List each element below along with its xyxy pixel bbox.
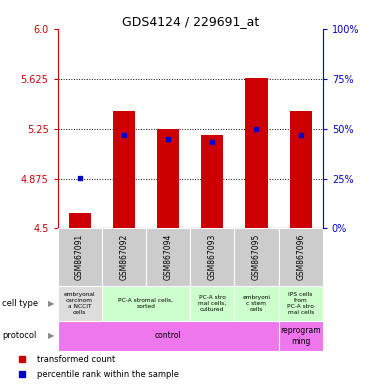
Text: GSM867093: GSM867093 (208, 234, 217, 280)
Title: GDS4124 / 229691_at: GDS4124 / 229691_at (122, 15, 259, 28)
Bar (279, 228, 323, 286)
Bar (58, 321, 279, 351)
Text: cell type: cell type (2, 299, 38, 308)
Text: control: control (155, 331, 181, 341)
Bar (190, 228, 234, 286)
Bar (69, 212, 91, 228)
Bar (102, 228, 146, 286)
Text: ▶: ▶ (47, 331, 54, 341)
Bar (201, 135, 223, 228)
Text: GSM867092: GSM867092 (119, 234, 128, 280)
Bar (234, 286, 279, 321)
Bar (279, 286, 323, 321)
Bar (234, 228, 279, 286)
Bar (113, 111, 135, 228)
Text: IPS cells
from
PC-A stro
mal cells: IPS cells from PC-A stro mal cells (287, 292, 314, 314)
Text: PC-A stromal cells,
sorted: PC-A stromal cells, sorted (118, 298, 173, 309)
Text: embryonal
carcinom
a NCCIT
cells: embryonal carcinom a NCCIT cells (64, 292, 95, 314)
Bar (146, 228, 190, 286)
Bar (58, 228, 102, 286)
Bar (58, 286, 102, 321)
Text: embryoni
c stem
cells: embryoni c stem cells (243, 295, 270, 312)
Bar (102, 286, 190, 321)
Bar (157, 129, 179, 228)
Text: GSM867094: GSM867094 (164, 234, 173, 280)
Bar (245, 78, 267, 228)
Text: percentile rank within the sample: percentile rank within the sample (37, 370, 179, 379)
Text: ▶: ▶ (47, 299, 54, 308)
Text: PC-A stro
mal cells,
cultured: PC-A stro mal cells, cultured (198, 295, 226, 312)
Text: GSM867096: GSM867096 (296, 234, 305, 280)
Bar (290, 111, 312, 228)
Text: GSM867095: GSM867095 (252, 234, 261, 280)
Text: reprogram
ming: reprogram ming (280, 326, 321, 346)
Text: protocol: protocol (2, 331, 36, 341)
Bar (279, 321, 323, 351)
Text: transformed count: transformed count (37, 354, 115, 364)
Text: GSM867091: GSM867091 (75, 234, 84, 280)
Bar (190, 286, 234, 321)
